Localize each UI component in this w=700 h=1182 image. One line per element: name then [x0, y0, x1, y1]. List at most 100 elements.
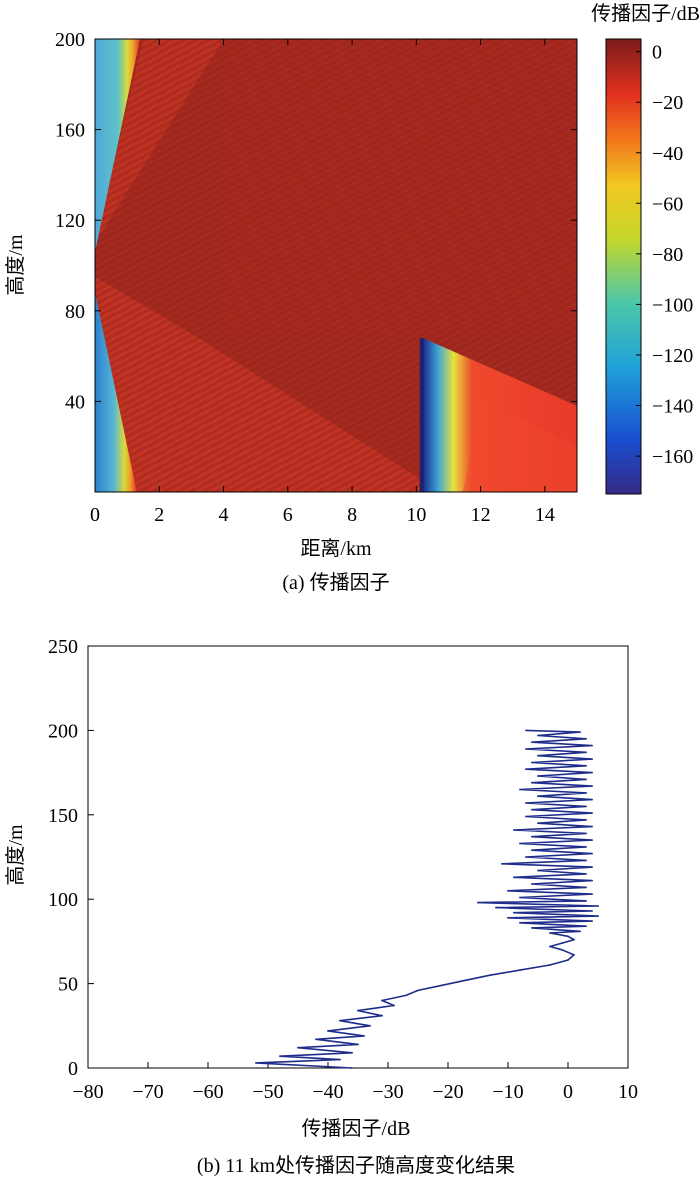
line-series-path	[255, 729, 599, 1069]
line-plot-frame	[87, 645, 629, 1069]
line-series-point	[519, 842, 521, 845]
line-series-point	[477, 901, 479, 904]
line-series-point	[525, 748, 527, 750]
heatmap-x-tick-label: 14	[535, 504, 555, 526]
line-series-point	[513, 876, 515, 879]
line-series-point	[591, 785, 593, 787]
line-series-point	[519, 969, 521, 971]
line-series-point	[591, 920, 593, 922]
line-series-point	[567, 959, 569, 961]
line-series-point	[585, 751, 587, 754]
heatmap-y-tick-label: 40	[65, 391, 85, 413]
heatmap-y-tick-label: 80	[65, 301, 85, 323]
line-series-point	[585, 737, 587, 740]
line-series-point	[549, 964, 551, 966]
line-series-point	[501, 862, 503, 865]
line-x-tick-label: −40	[312, 1081, 343, 1103]
colorbar-tick-label: −40	[652, 143, 683, 165]
line-series-point	[591, 879, 593, 882]
line-series-point	[417, 989, 419, 992]
line-series-point	[315, 1038, 317, 1041]
line-series-point	[381, 999, 383, 1002]
line-series-point	[585, 886, 587, 889]
heatmap-x-tick-label: 10	[406, 504, 426, 526]
line-series-point	[591, 866, 593, 868]
heatmap-x-label: 距离/km	[300, 537, 372, 560]
heatmap-x-tick-label: 0	[90, 504, 100, 526]
line-caption: (b) 11 km处传播因子随高度变化结果	[197, 1154, 515, 1177]
colorbar-tick-label: −160	[652, 446, 693, 468]
line-x-tick-label: 0	[563, 1081, 573, 1103]
line-x-ticks: −80 −70 −60 −50 −40 −30 −20 −10 0 10	[72, 1062, 638, 1103]
line-series-point	[369, 1024, 371, 1027]
colorbar-label: 传播因子/dB	[591, 2, 700, 25]
line-x-tick-label: −10	[492, 1081, 523, 1103]
line-series-point	[255, 1062, 257, 1064]
heatmap-left-wedge-upper	[95, 39, 140, 252]
line-series-point	[507, 889, 509, 892]
line-series-point	[465, 979, 467, 982]
line-series-point	[363, 1035, 365, 1037]
line-y-tick-label: 100	[48, 889, 78, 911]
line-series-group	[255, 729, 599, 1069]
line-series-point	[579, 731, 581, 733]
line-series-point	[573, 954, 575, 956]
line-series-point	[519, 788, 521, 791]
heatmap-y-tick-label: 160	[55, 120, 85, 142]
line-series-point	[573, 938, 575, 941]
line-series-point	[525, 815, 527, 818]
line-series-point	[585, 859, 587, 862]
line-series-point	[357, 1009, 359, 1012]
colorbar	[605, 38, 642, 495]
line-series-point	[585, 805, 587, 808]
line-series-point	[591, 812, 593, 814]
colorbar-tick-label: −60	[652, 193, 683, 215]
heatmap-x-tick-label: 4	[219, 504, 229, 526]
line-series-point	[537, 775, 539, 777]
line-series-point	[591, 893, 593, 895]
line-series-point	[351, 1067, 353, 1069]
colorbar-ticks: 0 −20 −40 −60 −80 −100 −120 −140 −160	[636, 42, 693, 468]
line-series-point	[525, 768, 527, 771]
heatmap-caption: (a) 传播因子	[282, 571, 389, 594]
line-series-point	[591, 910, 593, 912]
line-series-point	[531, 927, 533, 929]
heatmap-image	[95, 39, 578, 492]
line-y-tick-label: 200	[48, 720, 78, 742]
line-series-point	[531, 781, 533, 784]
heatmap-x-tick-label: 8	[347, 504, 357, 526]
line-series-point	[393, 1004, 395, 1007]
heatmap-plot-frame	[94, 38, 578, 493]
line-series-point	[591, 798, 593, 801]
heatmap-y-tick-label: 120	[55, 210, 85, 232]
line-series-point	[381, 1014, 383, 1017]
line-y-ticks: 0 50 100 150 200 250	[48, 636, 94, 1080]
line-series-point	[513, 911, 515, 914]
line-series-point	[549, 932, 551, 934]
line-series-point	[591, 825, 593, 828]
colorbar-tick-label: −20	[652, 92, 683, 114]
line-series-point	[351, 1051, 353, 1054]
line-series-point	[531, 741, 533, 744]
line-series-point	[537, 754, 539, 757]
line-series-point	[597, 905, 599, 907]
line-series-point	[585, 832, 587, 835]
colorbar-tick-label: 0	[652, 42, 662, 64]
line-y-tick-label: 250	[48, 636, 78, 658]
line-series-point	[327, 1030, 329, 1032]
line-series-point	[531, 808, 533, 811]
line-panel: −80 −70 −60 −50 −40 −30 −20 −10 0 10 0 50 100 150 200…	[4, 636, 638, 1177]
line-series-point	[537, 734, 539, 737]
line-y-tick-label: 50	[58, 974, 78, 996]
line-series-point	[585, 846, 587, 848]
line-x-tick-label: −30	[372, 1081, 403, 1103]
line-series-point	[279, 1055, 281, 1058]
heatmap-shadow-edge	[419, 337, 424, 492]
colorbar-tick-label: −80	[652, 244, 683, 266]
line-series-point	[489, 974, 491, 977]
line-series-point	[591, 852, 593, 855]
line-series-point	[537, 822, 539, 825]
colorbar-tick-label: −120	[652, 345, 693, 367]
colorbar-tick-label: −140	[652, 396, 693, 418]
heatmap-panel: 0 2 4 6 8 10 12 14 40 80 120 160 200 距离/km 高度/m (a)…	[4, 2, 700, 594]
